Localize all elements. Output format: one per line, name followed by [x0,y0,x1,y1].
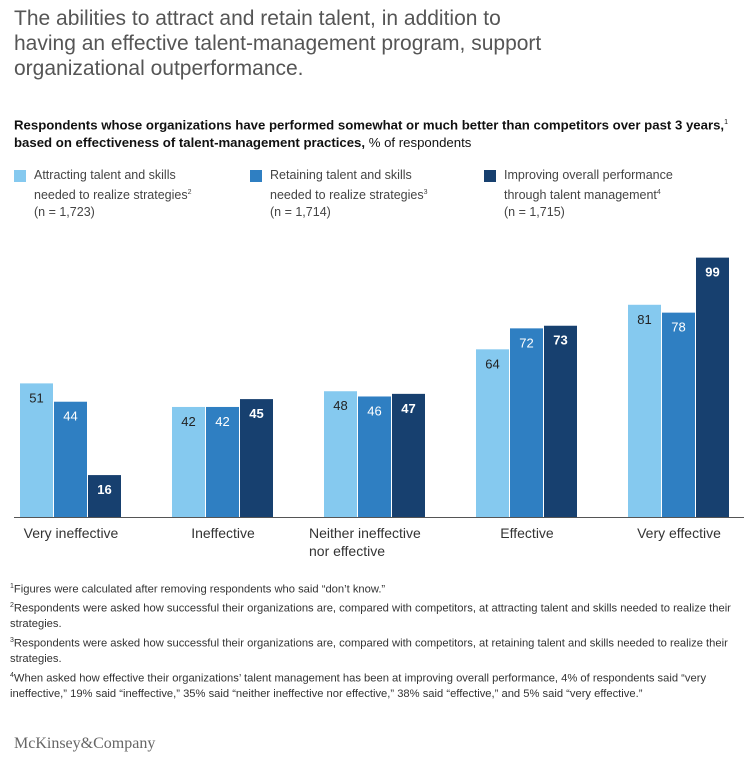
footnote-marker-4: 4 [10,671,14,679]
data-label-1-2: 45 [249,406,263,421]
legend-label-attracting: Attracting talent and skills needed to r… [34,168,188,203]
chart-subtitle: Respondents whose organizations have per… [14,114,750,152]
footnote-4: 4When asked how effective their organiza… [10,668,746,703]
chart-title: The abilities to attract and retain tale… [14,7,542,80]
bar-chart: 51 44 16 Very ineffective 42 42 45 Ineffective 4… [14,257,744,559]
data-label-0-0: 51 [29,390,43,405]
subtitle-footnote-marker: 1 [724,119,729,126]
data-label-0-2: 16 [97,482,111,497]
bar-2-1 [358,396,391,517]
category-label-0: Very ineffective [24,525,119,541]
data-label-3-0: 64 [485,356,499,371]
subtitle-bold-part-1: Respondents whose organizations have per… [14,117,725,133]
data-label-3-1: 72 [519,335,533,350]
footnote-text-1: Figures were calculated after removing r… [13,583,386,596]
bar-2-0 [324,391,357,517]
data-label-4-0: 81 [637,312,651,327]
bar-3-2 [544,325,577,517]
legend-footnote-marker-improving: 4 [656,189,661,196]
legend-footnote-marker-retaining: 3 [423,189,428,196]
legend-count-improving: (n = 1,715) [504,205,565,220]
data-label-2-0: 48 [333,398,347,413]
footnote-marker-2: 2 [10,602,14,610]
legend-label-improving: Improving overall performance through ta… [504,168,673,203]
bar-0-0 [20,383,53,517]
data-label-4-2: 99 [705,265,719,280]
bar-4-2 [696,257,729,517]
data-label-3-2: 73 [553,333,567,348]
bar-3-1 [510,328,543,517]
category-label-1: Ineffective [191,525,255,541]
data-label-1-1: 42 [215,414,229,429]
legend-text-attracting: Attracting talent and skills needed to r… [34,167,264,221]
data-label-0-1: 44 [63,409,77,424]
legend-text-retaining: Retaining talent and skills needed to re… [270,167,500,221]
footnote-text-2: Respondents were asked how successful th… [10,602,731,631]
legend-swatch-attracting [14,170,26,182]
category-label-3: Effective [500,525,554,541]
legend-swatch-retaining [250,170,262,182]
footnote-2: 2Respondents were asked how successful t… [10,598,746,633]
footnote-text-3: Respondents were asked how successful th… [10,637,728,666]
legend-label-retaining: Retaining talent and skills needed to re… [270,168,424,203]
bar-1-0 [172,406,205,517]
subtitle-unit: % of respondents [365,135,472,151]
data-label-1-0: 42 [181,414,195,429]
category-label-line: nor effective [309,543,385,559]
legend-swatch-improving [484,170,496,182]
category-label-2: Neither ineffective nor effective [309,525,421,559]
legend-text-improving: Improving overall performance through ta… [504,167,734,221]
bar-0-2 [88,475,121,517]
footnotes: 1Figures were calculated after removing … [10,579,746,702]
data-label-4-1: 78 [671,320,685,335]
bar-0-1 [54,401,87,517]
category-label-line: Very ineffective [24,525,119,541]
bar-4-1 [662,312,695,517]
bar-3-0 [476,349,509,517]
category-label-line: Effective [500,525,554,541]
footnote-marker-1: 1 [10,583,14,590]
category-label-line: Very effective [637,525,721,541]
subtitle-bold-part-2: based on effectiveness of talent-managem… [14,135,366,151]
chart-legend: Attracting talent and skills needed to r… [14,167,744,219]
footnote-text-4: When asked how effective their organizat… [10,672,707,700]
footnote-1: 1Figures were calculated after removing … [10,579,746,598]
mckinsey-logo: McKinsey&Company [14,735,156,752]
data-label-2-1: 46 [367,403,381,418]
legend-footnote-marker-attracting: 2 [187,189,192,196]
footnote-3: 3Respondents were asked how successful t… [10,633,746,668]
bar-1-2 [240,399,273,517]
category-label-4: Very effective [637,525,721,541]
footnote-marker-3: 3 [10,636,14,644]
legend-count-attracting: (n = 1,723) [34,205,95,220]
category-label-line: Ineffective [191,525,255,541]
bar-1-1 [206,406,239,517]
category-label-line: Neither ineffective [309,525,421,541]
data-label-2-2: 47 [401,401,415,416]
bar-4-0 [628,304,661,517]
bar-2-2 [392,393,425,517]
legend-count-retaining: (n = 1,714) [270,205,331,220]
